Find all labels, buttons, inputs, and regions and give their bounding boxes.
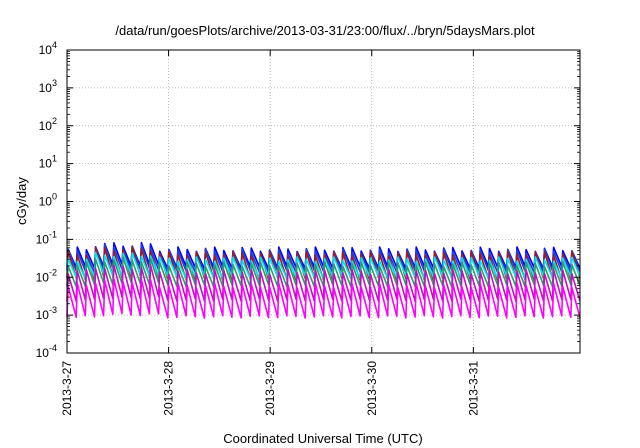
y-tick-label: 103 bbox=[39, 78, 57, 95]
y-tick-label: 10-1 bbox=[36, 229, 57, 246]
y-tick-label: 104 bbox=[39, 40, 57, 57]
x-tick-label: 2013-3-30 bbox=[365, 361, 379, 416]
x-tick-label: 2013-3-31 bbox=[466, 361, 480, 416]
series-line-6 bbox=[66, 278, 581, 319]
x-tick-label: 2013-3-28 bbox=[162, 361, 176, 416]
y-tick-label: 100 bbox=[39, 192, 57, 209]
y-axis-label: cGy/day bbox=[14, 177, 29, 225]
y-tick-label: 10-4 bbox=[36, 343, 57, 360]
y-tick-label: 10-2 bbox=[36, 267, 57, 284]
x-tick-label: 2013-3-29 bbox=[263, 361, 277, 416]
x-axis-label: Coordinated Universal Time (UTC) bbox=[223, 431, 422, 446]
y-tick-label: 102 bbox=[39, 116, 57, 133]
x-axis: 2013-3-27 2013-3-28 2013-3-29 2013-3-30 2013… bbox=[60, 50, 480, 416]
y-axis: 10-4 10-3 10-2 10-1 100 101 102 103 104 bbox=[36, 40, 580, 360]
y-tick-label: 10-3 bbox=[36, 305, 57, 322]
series-group bbox=[66, 241, 581, 319]
chart-title: /data/run/goesPlots/archive/2013-03-31/2… bbox=[115, 23, 535, 38]
x-tick-label: 2013-3-27 bbox=[60, 361, 74, 416]
y-tick-label: 101 bbox=[39, 154, 57, 171]
